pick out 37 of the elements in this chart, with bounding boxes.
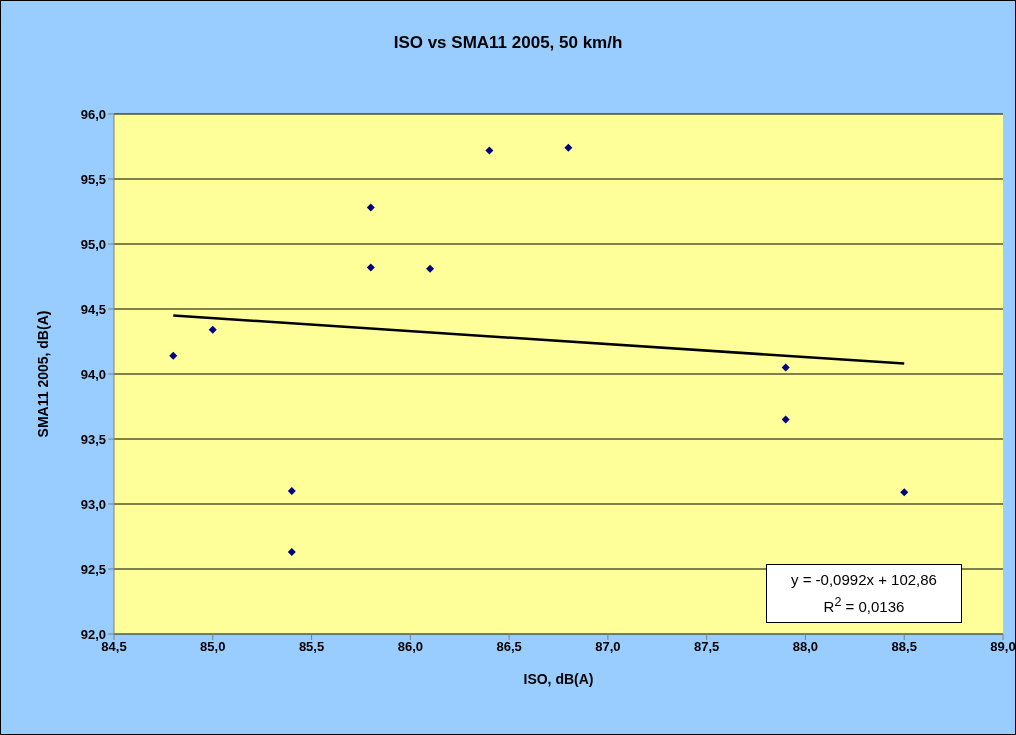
y-tick-label: 95,0 (80, 236, 106, 252)
y-tick-label: 96,0 (80, 106, 106, 122)
y-tick-label: 94,5 (80, 301, 106, 317)
point (208, 325, 217, 334)
point (485, 146, 494, 155)
point (781, 363, 790, 372)
equation-box: y = -0,0992x + 102,86 R$^{2}$ = 0,0136 (766, 564, 962, 623)
x-tick-label: 84,5 (101, 639, 127, 655)
y-tick-label: 93,5 (80, 431, 106, 447)
y-tick-label: 95,5 (80, 171, 106, 187)
point (287, 487, 296, 495)
x-tick-label: 86,5 (496, 639, 522, 655)
x-tick-label: 85,0 (200, 639, 226, 655)
y-tick-label: 92,5 (80, 561, 106, 577)
point (366, 203, 375, 212)
x-tick-label: 88,0 (792, 639, 819, 655)
y-axis-title: SMA11 2005, dB(A) (34, 310, 51, 438)
x-tick-label: 88,5 (891, 639, 917, 655)
x-tick-label: 87,0 (595, 639, 621, 655)
x-tick-label: 85,5 (298, 639, 325, 655)
annotation: y = -0,0992x + 102,86 (791, 571, 937, 588)
point (564, 143, 573, 152)
point (366, 263, 375, 272)
annotation: R$^{2}$ = 0,0136 (823, 595, 905, 615)
point (426, 264, 435, 273)
point (287, 548, 296, 557)
chart-title: ISO vs SMA11 2005, 50 km/h (392, 33, 624, 53)
y-tick-label: 92,0 (80, 626, 106, 642)
x-axis-title: ISO, dB(A) (523, 671, 594, 687)
x-tick-label: 86,0 (397, 639, 423, 655)
point (781, 415, 790, 424)
point (169, 351, 178, 360)
y-tick-label: 93,0 (80, 496, 106, 512)
x-tick-label: 87,5 (694, 639, 720, 655)
point (900, 488, 909, 497)
y-tick-label: 94,0 (80, 366, 106, 382)
x-tick-label: 89,0 (990, 639, 1016, 655)
